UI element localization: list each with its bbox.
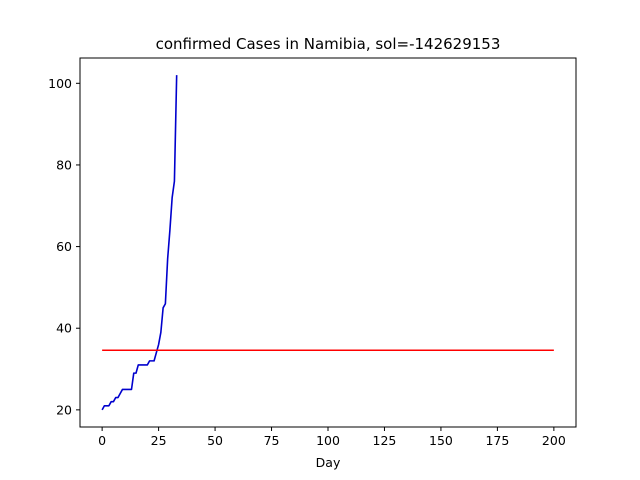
x-tick-label: 50 bbox=[207, 433, 223, 448]
y-tick-label: 40 bbox=[56, 321, 72, 336]
x-tick-label: 25 bbox=[151, 433, 167, 448]
series-line-1 bbox=[101, 75, 178, 411]
x-axis-label: Day bbox=[316, 455, 341, 470]
x-tick-label: 175 bbox=[485, 433, 509, 448]
x-tick-label: 0 bbox=[98, 433, 106, 448]
x-tick-label: 150 bbox=[429, 433, 453, 448]
y-axis-ticks: 20 40 60 80 100 bbox=[48, 76, 80, 417]
y-tick-label: 20 bbox=[56, 402, 72, 417]
x-tick-label: 75 bbox=[264, 433, 280, 448]
plot-frame bbox=[79, 57, 577, 428]
x-tick-label: 125 bbox=[373, 433, 397, 448]
x-axis-ticks: 0 25 50 75 100 125 150 175 200 bbox=[98, 427, 566, 448]
plot-lines bbox=[101, 75, 554, 411]
x-tick-label: 100 bbox=[316, 433, 340, 448]
y-tick-label: 80 bbox=[56, 157, 72, 172]
chart-title: confirmed Cases in Namibia, sol=-1426291… bbox=[156, 35, 501, 53]
x-tick-label: 200 bbox=[542, 433, 566, 448]
y-tick-label: 100 bbox=[48, 76, 72, 91]
y-tick-label: 60 bbox=[56, 239, 72, 254]
